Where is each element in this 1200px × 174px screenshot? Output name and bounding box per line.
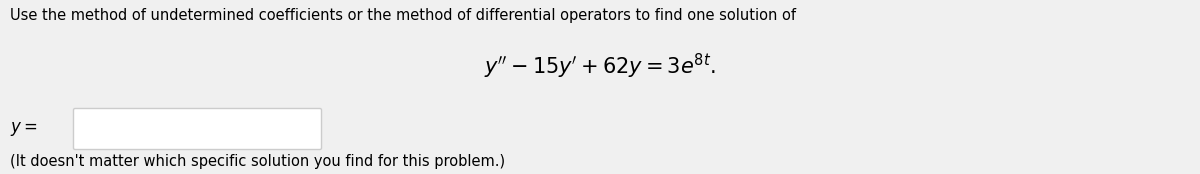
Text: Use the method of undetermined coefficients or the method of differential operat: Use the method of undetermined coefficie…: [10, 8, 796, 23]
Text: (It doesn't matter which specific solution you find for this problem.): (It doesn't matter which specific soluti…: [10, 154, 505, 169]
Text: $y'' - 15y' + 62y = 3e^{8t}.$: $y'' - 15y' + 62y = 3e^{8t}.$: [484, 52, 716, 81]
Text: $y =$: $y =$: [10, 120, 37, 138]
FancyBboxPatch shape: [73, 109, 322, 149]
